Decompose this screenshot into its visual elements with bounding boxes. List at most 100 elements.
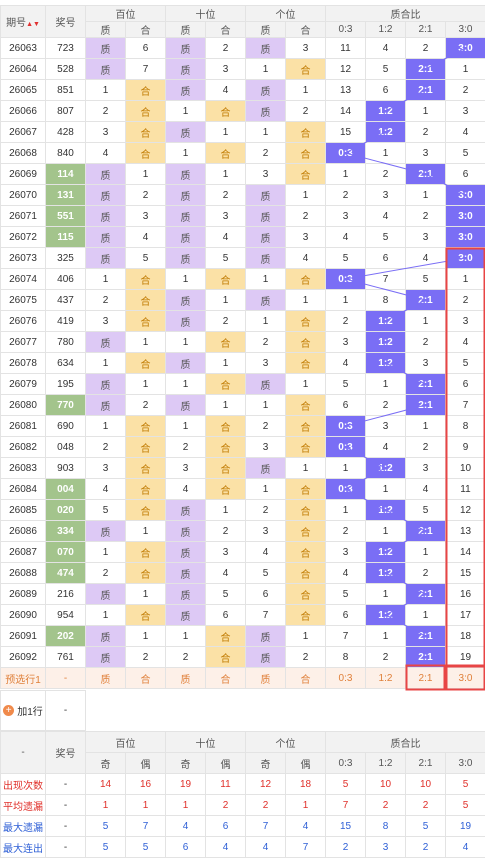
- zh-cell: 合: [205, 100, 246, 122]
- predict-ratio[interactable]: 1:2: [365, 667, 406, 689]
- stats-sub-header: 奇: [165, 752, 206, 774]
- ratio-hit-cell: 2:1: [405, 58, 446, 80]
- miss-cell: 1: [165, 373, 206, 395]
- zh-cell: 合: [285, 541, 326, 563]
- predict-ratio[interactable]: 2:1: [405, 667, 446, 689]
- ratio-hit-cell: 2:1: [405, 79, 446, 101]
- ratio-hit-cell: 2:1: [405, 583, 446, 605]
- miss-cell: 3: [85, 457, 126, 479]
- ratio-miss-cell: 3: [405, 142, 446, 164]
- zh-cell: 合: [285, 352, 326, 374]
- zh-cell: 合: [285, 478, 326, 500]
- units-header: 个位: [245, 5, 326, 22]
- predict-cell[interactable]: 合: [285, 667, 326, 689]
- predict-cell[interactable]: 质: [245, 667, 286, 689]
- miss-cell: 1: [85, 415, 126, 437]
- zh-cell: 质: [245, 205, 286, 227]
- miss-cell: 1: [205, 394, 246, 416]
- table-row: 26091 202 质 1 1 合质 1 7 1 2:1 18: [0, 625, 485, 647]
- miss-cell: 4: [85, 478, 126, 500]
- stats-group-header: 质合比: [325, 731, 485, 753]
- prize-cell: 551: [45, 205, 86, 227]
- sub-header: 合: [125, 21, 166, 38]
- stats-label: 出现次数: [0, 773, 46, 795]
- miss-cell: 1: [245, 394, 286, 416]
- ratio-miss-cell: 11: [445, 478, 485, 500]
- zh-cell: 质: [85, 163, 126, 185]
- ratio-miss-cell: 2: [405, 331, 446, 353]
- table-row: 26067 428 3 合质 1 1 合 15 1:2 2 4: [0, 121, 485, 143]
- zh-cell: 质: [85, 394, 126, 416]
- miss-cell: 1: [285, 625, 326, 647]
- prize-cell: 428: [45, 121, 86, 143]
- add-row-cell[interactable]: + 加1行: [0, 690, 46, 731]
- miss-cell: 2: [125, 394, 166, 416]
- ratio-miss-cell: 3: [365, 415, 406, 437]
- hundreds-header: 百位: [85, 5, 166, 22]
- issue-header[interactable]: 期号▲▼: [0, 5, 46, 38]
- zh-cell: 合: [125, 562, 166, 584]
- stats-ratio-header: 1:2: [365, 752, 406, 774]
- ratio-miss-cell: 1: [405, 100, 446, 122]
- ratio-miss-cell: 19: [445, 646, 485, 668]
- zh-cell: 质: [165, 520, 206, 542]
- predict-cell[interactable]: 质: [85, 667, 126, 689]
- stats-value: -: [45, 836, 86, 858]
- ratio-col-header: 0:3: [325, 21, 366, 38]
- add-row-button[interactable]: + 加1行: [3, 703, 43, 718]
- ratio-header: 质合比: [325, 5, 485, 22]
- miss-cell: 2: [205, 520, 246, 542]
- miss-cell: 2: [205, 37, 246, 59]
- zh-cell: 合: [125, 310, 166, 332]
- miss-cell: 3: [165, 457, 206, 479]
- prize-cell: 770: [45, 394, 86, 416]
- predict-cell[interactable]: 合: [125, 667, 166, 689]
- zh-cell: 合: [285, 583, 326, 605]
- issue-cell: 26080: [0, 394, 46, 416]
- miss-cell: 1: [85, 604, 126, 626]
- zh-cell: 质: [165, 499, 206, 521]
- zh-cell: 合: [285, 604, 326, 626]
- ratio-miss-cell: 7: [325, 625, 366, 647]
- miss-cell: 7: [125, 58, 166, 80]
- zh-cell: 质: [165, 541, 206, 563]
- miss-cell: 5: [125, 247, 166, 269]
- predict-ratio[interactable]: 3:0: [445, 667, 485, 689]
- zh-cell: 合: [205, 436, 246, 458]
- miss-cell: 2: [245, 499, 286, 521]
- ratio-miss-cell: 8: [445, 415, 485, 437]
- zh-cell: 质: [245, 457, 286, 479]
- predict-ratio[interactable]: 0:3: [325, 667, 366, 689]
- ratio-miss-cell: 4: [445, 331, 485, 353]
- ratio-miss-cell: 5: [445, 142, 485, 164]
- stats-label: 最大遗漏: [0, 815, 46, 837]
- zh-cell: 质: [85, 625, 126, 647]
- stats-value: 4: [205, 836, 246, 858]
- zh-cell: 合: [285, 562, 326, 584]
- stats-sub-header: 偶: [285, 752, 326, 774]
- miss-cell: 5: [205, 583, 246, 605]
- miss-cell: 1: [125, 163, 166, 185]
- issue-cell: 26079: [0, 373, 46, 395]
- ratio-miss-cell: 8: [325, 646, 366, 668]
- prize-cell: 437: [45, 289, 86, 311]
- zh-cell: 合: [285, 499, 326, 521]
- predict-cell[interactable]: 质: [165, 667, 206, 689]
- miss-cell: 4: [165, 478, 206, 500]
- issue-cell: 26089: [0, 583, 46, 605]
- stats-value: 5: [85, 836, 126, 858]
- zh-cell: 合: [205, 331, 246, 353]
- predict-cell[interactable]: 合: [205, 667, 246, 689]
- stats-value: 4: [285, 815, 326, 837]
- zh-cell: 质: [85, 583, 126, 605]
- ratio-miss-cell: 1: [405, 310, 446, 332]
- prize-cell: 954: [45, 604, 86, 626]
- prize-cell: 634: [45, 352, 86, 374]
- ratio-col-header: 1:2: [365, 21, 406, 38]
- ratio-miss-cell: 4: [445, 121, 485, 143]
- sort-icon[interactable]: ▲▼: [26, 21, 40, 28]
- ratio-miss-cell: 4: [325, 352, 366, 374]
- table-row: 26069 114 质 1 质 1 3 合 1 2 2:1 6: [0, 163, 485, 185]
- ratio-hit-cell: 1:2: [365, 604, 406, 626]
- miss-cell: 2: [85, 436, 126, 458]
